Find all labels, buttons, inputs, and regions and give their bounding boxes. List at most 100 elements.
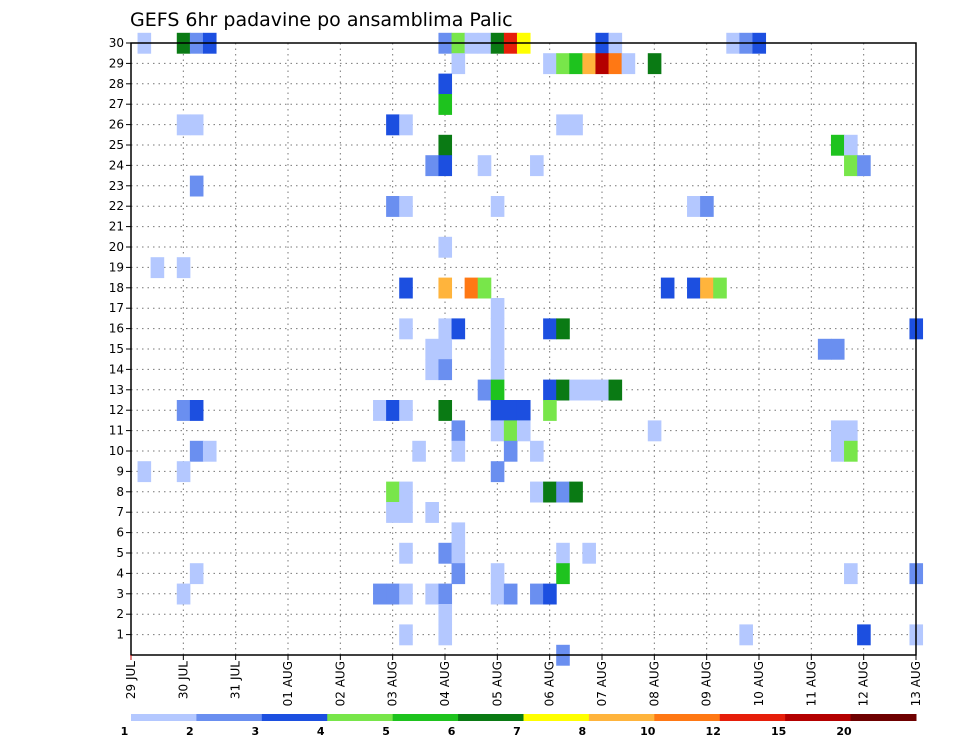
heatmap-cell [438, 604, 453, 625]
y-tick-label: 11 [109, 424, 124, 438]
heatmap-cell [189, 175, 204, 197]
x-tick-label: 29 JUL [124, 661, 138, 699]
x-tick-label: 10 AUG [752, 661, 766, 706]
legend-swatch [458, 714, 524, 721]
heatmap-cell [438, 134, 453, 156]
heatmap-cell [569, 379, 583, 401]
heatmap-cell [490, 420, 505, 442]
heatmap-cell [647, 53, 662, 75]
x-tick-label: 13 AUG [909, 661, 923, 706]
heatmap-cell [490, 583, 505, 605]
heatmap-cell [477, 155, 492, 177]
heatmap-cell [438, 318, 453, 340]
y-tick-label: 29 [109, 56, 124, 70]
legend-swatch [392, 714, 459, 721]
legend-swatch [850, 714, 917, 721]
heatmap-cell [844, 563, 858, 585]
heatmap-cell [386, 114, 400, 136]
heatmap-cell [176, 257, 191, 279]
y-tick-label: 4 [116, 566, 124, 580]
heatmap-cell [543, 53, 557, 75]
heatmap-cell [713, 277, 727, 299]
heatmap-cell [438, 236, 453, 258]
y-tick-label: 24 [109, 158, 124, 172]
heatmap-cell [543, 481, 557, 503]
heatmap-cell [595, 379, 610, 401]
legend-label: 12 [706, 725, 721, 738]
legend-label: 7 [513, 725, 521, 738]
heatmap-cell [438, 73, 453, 95]
x-tick-label: 12 AUG [857, 661, 871, 706]
x-tick-label: 05 AUG [490, 661, 504, 706]
heatmap-cell [189, 400, 204, 421]
heatmap-cell [425, 359, 439, 381]
x-tick-label: 01 AUG [281, 661, 295, 706]
heatmap-cell [503, 400, 518, 421]
heatmap-cell [516, 420, 531, 442]
heatmap-cell [425, 502, 439, 523]
heatmap-cell [543, 583, 557, 605]
heatmap-cell [516, 400, 531, 421]
heatmap-cell [543, 318, 557, 340]
y-tick-label: 3 [116, 587, 124, 601]
heatmap-cell [438, 338, 453, 360]
x-tick-label: 11 AUG [804, 661, 818, 706]
heatmap-cell [399, 583, 413, 605]
heatmap-cell [490, 318, 505, 340]
x-tick-label: 31 JUL [229, 661, 243, 699]
legend-swatch [654, 714, 721, 721]
legend-label: 6 [448, 725, 456, 738]
heatmap-cell [490, 298, 505, 319]
heatmap-cell [556, 563, 570, 585]
heatmap-cell [608, 379, 623, 401]
x-tick-label: 04 AUG [438, 661, 452, 706]
y-tick-label: 5 [116, 546, 124, 560]
heatmap-cell [530, 583, 544, 605]
y-tick-label: 19 [109, 260, 124, 274]
heatmap-cell [490, 359, 505, 381]
heatmap-cell [556, 53, 570, 75]
x-tick-label: 06 AUG [543, 661, 557, 706]
heatmap-cell [176, 583, 191, 605]
y-tick-label: 16 [109, 322, 124, 336]
legend-label: 15 [771, 725, 786, 738]
heatmap-cell [830, 338, 845, 360]
y-tick-label: 28 [109, 77, 124, 91]
heatmap-cell [386, 481, 400, 503]
y-tick-label: 1 [116, 628, 124, 642]
heatmap-cell [543, 400, 557, 421]
legend-label: 8 [579, 725, 587, 738]
heatmap-cell [425, 155, 439, 177]
y-tick-label: 6 [116, 526, 124, 540]
heatmap-cell [503, 420, 518, 442]
heatmap-cell [464, 277, 479, 299]
legend-label: 3 [251, 725, 259, 738]
y-tick-label: 22 [109, 199, 124, 213]
heatmap-cell [451, 318, 466, 340]
heatmap-cell [438, 359, 453, 381]
heatmap-cell [451, 522, 466, 544]
heatmap-cell [582, 542, 596, 564]
heatmap-cell [425, 583, 439, 605]
heatmap-cell [490, 196, 505, 217]
y-tick-label: 23 [109, 179, 124, 193]
heatmap-cell [399, 481, 413, 503]
y-tick-label: 17 [109, 301, 124, 315]
heatmap-cell [451, 53, 466, 75]
heatmap-cell [857, 155, 871, 177]
x-axis: 29 JUL 30 JUL 31 JUL 01 AUG 02 AUG 03 AUG 04 A… [124, 655, 923, 706]
heatmap-cell [503, 440, 518, 462]
heatmap-cell [608, 53, 623, 75]
heatmap-cell [569, 114, 583, 136]
heatmap-cell [412, 440, 426, 462]
data-cells [137, 32, 924, 666]
heatmap-cell [189, 114, 204, 136]
heatmap-cell [700, 277, 714, 299]
y-tick-label: 18 [109, 281, 124, 295]
heatmap-cell [399, 196, 413, 217]
heatmap-cell [503, 583, 518, 605]
heatmap-cell [556, 379, 570, 401]
y-tick-label: 9 [116, 464, 124, 478]
heatmap-cell [817, 338, 832, 360]
heatmap-cell [176, 114, 191, 136]
